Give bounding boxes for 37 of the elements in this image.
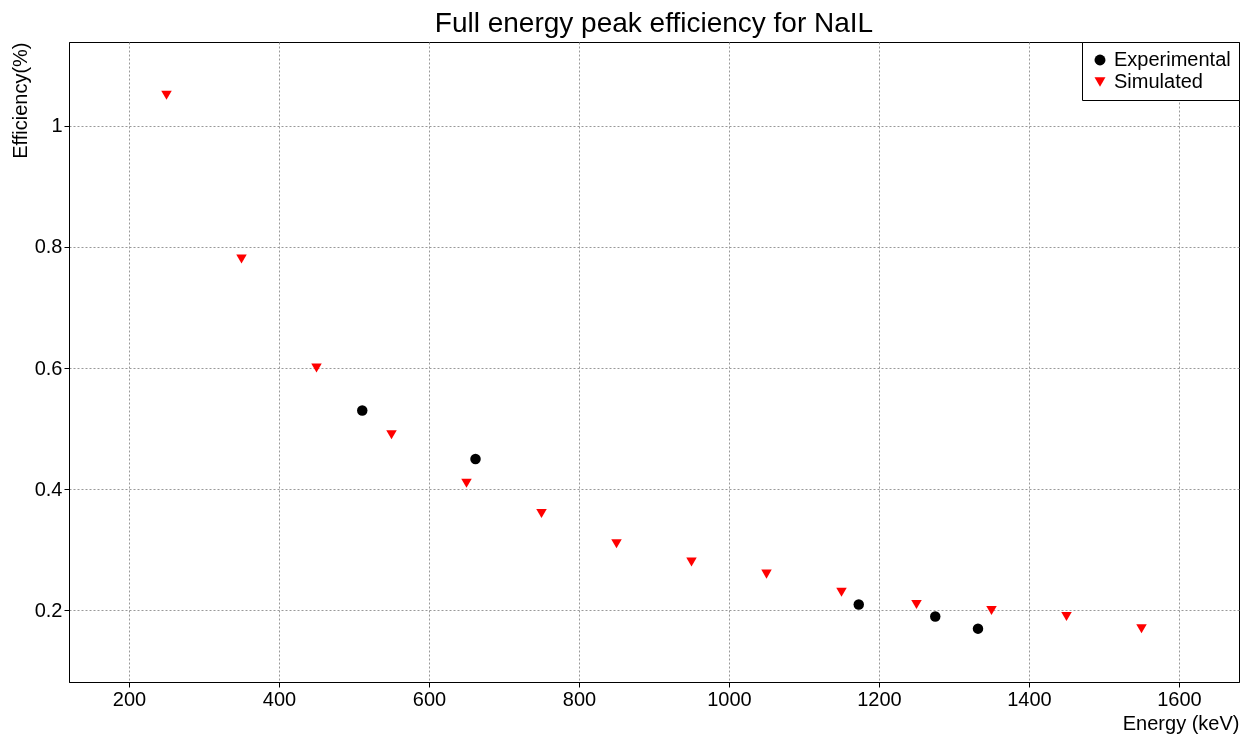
- point: [161, 90, 172, 100]
- y-axis-title: Efficiency(%): [8, 42, 31, 159]
- point: [1136, 624, 1147, 634]
- y-tick-label: 0.2: [34, 598, 63, 621]
- point: [761, 569, 772, 579]
- point: [470, 453, 481, 465]
- y-tick-label: 0.6: [34, 356, 63, 379]
- x-axis-title: Energy (keV): [1122, 711, 1240, 734]
- y-tick-label: 0.8: [34, 235, 63, 258]
- x-tick-label: 600: [412, 687, 447, 710]
- legend-label: Simulated: [1114, 70, 1203, 92]
- point: [911, 599, 922, 609]
- point: [311, 363, 322, 373]
- point: [536, 508, 547, 519]
- x-tick-label: 800: [562, 687, 597, 710]
- chart-title: Full energy peak efficiency for NaIL: [434, 7, 874, 38]
- point: [972, 623, 984, 634]
- point: [986, 605, 997, 616]
- point: [461, 478, 472, 488]
- point: [357, 405, 368, 416]
- x-tick-label: 1200: [857, 687, 902, 710]
- point: [1061, 612, 1072, 622]
- point: [686, 557, 697, 567]
- y-tick-label: 0.4: [34, 477, 63, 500]
- point: [236, 254, 247, 264]
- y-tick-label: 1: [51, 114, 63, 137]
- x-tick-label: 1000: [707, 687, 752, 710]
- x-tick-label: 1400: [1007, 687, 1052, 710]
- legend-label: Experimental: [1114, 48, 1231, 70]
- point: [836, 587, 847, 597]
- point: [930, 611, 941, 622]
- x-tick-label: 400: [262, 687, 297, 710]
- x-tick-label: 1600: [1157, 687, 1202, 710]
- point: [386, 430, 397, 440]
- point: [853, 599, 864, 610]
- point: [611, 539, 622, 549]
- x-tick-label: 200: [112, 687, 147, 710]
